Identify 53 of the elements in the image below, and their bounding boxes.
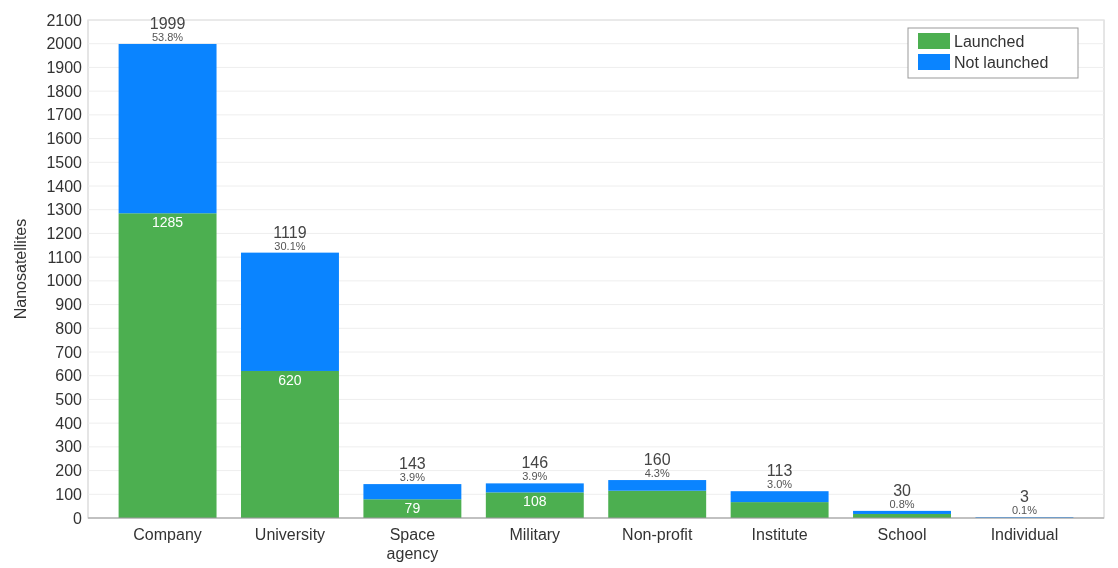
y-tick-label: 1900 <box>46 59 83 77</box>
annotation: 3.9% <box>399 471 426 484</box>
y-tick-label: 1600 <box>46 130 83 148</box>
y-tick-label: 1100 <box>47 248 83 266</box>
y-tick-label: 1200 <box>46 225 83 243</box>
y-tick-label: 800 <box>55 319 83 337</box>
x-tick-label: Military <box>509 526 561 543</box>
total-label: 143 <box>399 455 426 473</box>
total-label: 1119 <box>273 223 307 241</box>
annotation: 4.3% <box>644 467 670 480</box>
total-label: 146 <box>521 454 549 472</box>
y-tick-label: 600 <box>55 367 83 385</box>
y-tick-label: 500 <box>55 391 83 409</box>
data-label: 108 <box>523 493 547 510</box>
y-tick-label: 200 <box>55 462 83 480</box>
y-tick-label: 1400 <box>46 177 83 195</box>
y-tick-label: 100 <box>55 485 83 503</box>
x-tick-label: University <box>254 526 326 543</box>
y-tick-label: 400 <box>55 414 83 432</box>
x-tick-label: Individual <box>990 526 1059 543</box>
y-axis-title: Nanosatellites <box>12 218 29 320</box>
y-tick-label: 2000 <box>46 35 83 53</box>
legend-label: Launched <box>954 32 1025 50</box>
total-label: 3 <box>1019 488 1029 506</box>
y-tick-label: 1300 <box>46 201 83 219</box>
legend-label: Not launched <box>954 53 1049 71</box>
y-tick-label: 1800 <box>46 82 83 100</box>
y-tick-label: 1700 <box>46 106 83 124</box>
annotation: 3.9% <box>522 470 548 483</box>
y-tick-label: 1000 <box>46 272 83 290</box>
data-label: 79 <box>404 500 421 517</box>
x-tick-label: Company <box>133 526 202 543</box>
y-tick-label: 700 <box>55 343 83 361</box>
y-tick-label: 0 <box>73 509 83 527</box>
y-tick-label: 2100 <box>46 11 83 29</box>
annotation: 30.1% <box>274 239 306 252</box>
x-tick-label: Space agency <box>386 526 439 562</box>
x-tick-label: Non-profit <box>622 526 693 543</box>
data-label: 1285 <box>151 214 184 231</box>
total-label: 30 <box>893 481 912 499</box>
total-label: 1999 <box>149 14 186 32</box>
annotation: 0.1% <box>1011 504 1038 517</box>
annotation: 0.8% <box>889 497 915 510</box>
y-tick-label: 300 <box>55 438 83 456</box>
annotation: 3.0% <box>767 478 793 491</box>
y-tick-label: 1500 <box>46 153 83 171</box>
annotation: 53.8% <box>151 30 184 43</box>
x-tick-label: Institute <box>751 526 808 543</box>
x-tick-label: School <box>877 526 927 543</box>
total-label: 160 <box>643 451 671 469</box>
total-label: 113 <box>766 462 793 480</box>
y-tick-label: 900 <box>55 296 83 314</box>
data-label: 620 <box>278 371 302 388</box>
